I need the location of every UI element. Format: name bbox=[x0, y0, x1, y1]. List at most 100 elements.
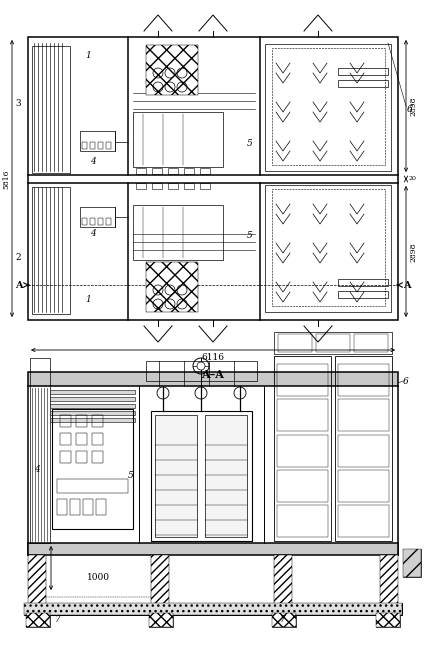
Bar bbox=[30, 358, 50, 543]
Bar bbox=[149, 613, 173, 627]
Bar bbox=[354, 334, 388, 352]
Text: 7: 7 bbox=[280, 614, 286, 624]
Bar bbox=[26, 613, 50, 627]
Text: 2898: 2898 bbox=[409, 242, 417, 262]
Bar bbox=[50, 418, 135, 422]
Bar bbox=[28, 543, 398, 555]
Bar bbox=[76, 415, 87, 427]
Text: 4: 4 bbox=[90, 157, 96, 166]
Bar bbox=[57, 499, 67, 515]
Bar bbox=[146, 45, 198, 95]
Text: A: A bbox=[15, 280, 23, 290]
Bar bbox=[50, 397, 135, 401]
Text: 4: 4 bbox=[34, 464, 40, 474]
Bar bbox=[168, 183, 178, 189]
Bar bbox=[274, 356, 331, 541]
Text: 6: 6 bbox=[407, 105, 413, 113]
Bar bbox=[277, 399, 328, 431]
Bar bbox=[146, 262, 198, 312]
Text: 5: 5 bbox=[247, 231, 253, 240]
Bar bbox=[76, 451, 87, 463]
Bar bbox=[272, 613, 296, 627]
Text: A: A bbox=[403, 280, 411, 290]
Bar bbox=[28, 37, 398, 320]
Bar bbox=[90, 218, 95, 225]
Bar bbox=[24, 603, 402, 615]
Bar bbox=[184, 168, 194, 174]
Bar bbox=[376, 613, 400, 627]
Bar bbox=[80, 131, 115, 151]
Text: 5: 5 bbox=[128, 472, 134, 481]
Bar bbox=[338, 80, 388, 87]
Bar bbox=[50, 411, 135, 415]
Bar bbox=[57, 479, 128, 493]
Bar bbox=[272, 189, 385, 306]
Bar bbox=[146, 361, 257, 381]
Text: 5: 5 bbox=[247, 140, 253, 149]
Text: 4: 4 bbox=[90, 229, 96, 238]
Bar bbox=[151, 555, 169, 605]
Bar bbox=[52, 409, 133, 529]
Bar bbox=[338, 470, 389, 502]
Bar bbox=[149, 613, 173, 627]
Bar bbox=[277, 470, 328, 502]
Text: 1000: 1000 bbox=[86, 572, 110, 582]
Bar bbox=[274, 332, 392, 354]
Bar bbox=[98, 218, 103, 225]
Bar bbox=[32, 46, 70, 173]
Bar bbox=[60, 451, 71, 463]
Bar bbox=[184, 183, 194, 189]
Bar bbox=[152, 168, 162, 174]
Bar bbox=[338, 435, 389, 467]
Text: 1: 1 bbox=[85, 295, 91, 305]
Bar bbox=[376, 613, 400, 627]
Bar bbox=[265, 185, 391, 312]
Bar bbox=[338, 399, 389, 431]
Bar bbox=[50, 404, 135, 408]
Bar bbox=[200, 183, 210, 189]
Bar bbox=[151, 411, 252, 541]
Bar bbox=[338, 364, 389, 396]
Bar bbox=[168, 168, 178, 174]
Bar bbox=[133, 112, 223, 167]
Bar bbox=[338, 505, 389, 537]
Text: A–A: A–A bbox=[202, 369, 224, 381]
Bar bbox=[70, 499, 80, 515]
Bar bbox=[155, 415, 197, 537]
Bar bbox=[92, 433, 103, 445]
Text: 5816: 5816 bbox=[2, 169, 10, 189]
Bar bbox=[205, 415, 247, 537]
Bar bbox=[277, 435, 328, 467]
Bar bbox=[335, 356, 392, 541]
Text: 20: 20 bbox=[409, 176, 417, 181]
Text: 2898: 2898 bbox=[409, 96, 417, 116]
Bar bbox=[28, 555, 46, 605]
Bar bbox=[133, 205, 223, 260]
Bar bbox=[92, 415, 103, 427]
Bar bbox=[403, 549, 421, 577]
Bar bbox=[83, 499, 93, 515]
Text: 7: 7 bbox=[55, 614, 61, 624]
Bar bbox=[24, 603, 402, 615]
Bar bbox=[90, 142, 95, 149]
Bar bbox=[32, 187, 70, 314]
Bar bbox=[380, 555, 398, 605]
Bar bbox=[278, 334, 312, 352]
Bar bbox=[28, 372, 398, 386]
Bar bbox=[338, 279, 388, 286]
Circle shape bbox=[197, 362, 205, 370]
Text: 2: 2 bbox=[15, 253, 21, 263]
Bar bbox=[136, 168, 146, 174]
Bar bbox=[316, 334, 350, 352]
Bar bbox=[152, 183, 162, 189]
Text: 6: 6 bbox=[403, 377, 409, 386]
Bar bbox=[82, 218, 87, 225]
Text: 1: 1 bbox=[85, 50, 91, 60]
Bar bbox=[98, 142, 103, 149]
Bar bbox=[136, 183, 146, 189]
Bar bbox=[26, 613, 50, 627]
Bar bbox=[403, 549, 421, 577]
Bar bbox=[96, 499, 106, 515]
Bar bbox=[106, 218, 111, 225]
Bar bbox=[50, 390, 135, 394]
